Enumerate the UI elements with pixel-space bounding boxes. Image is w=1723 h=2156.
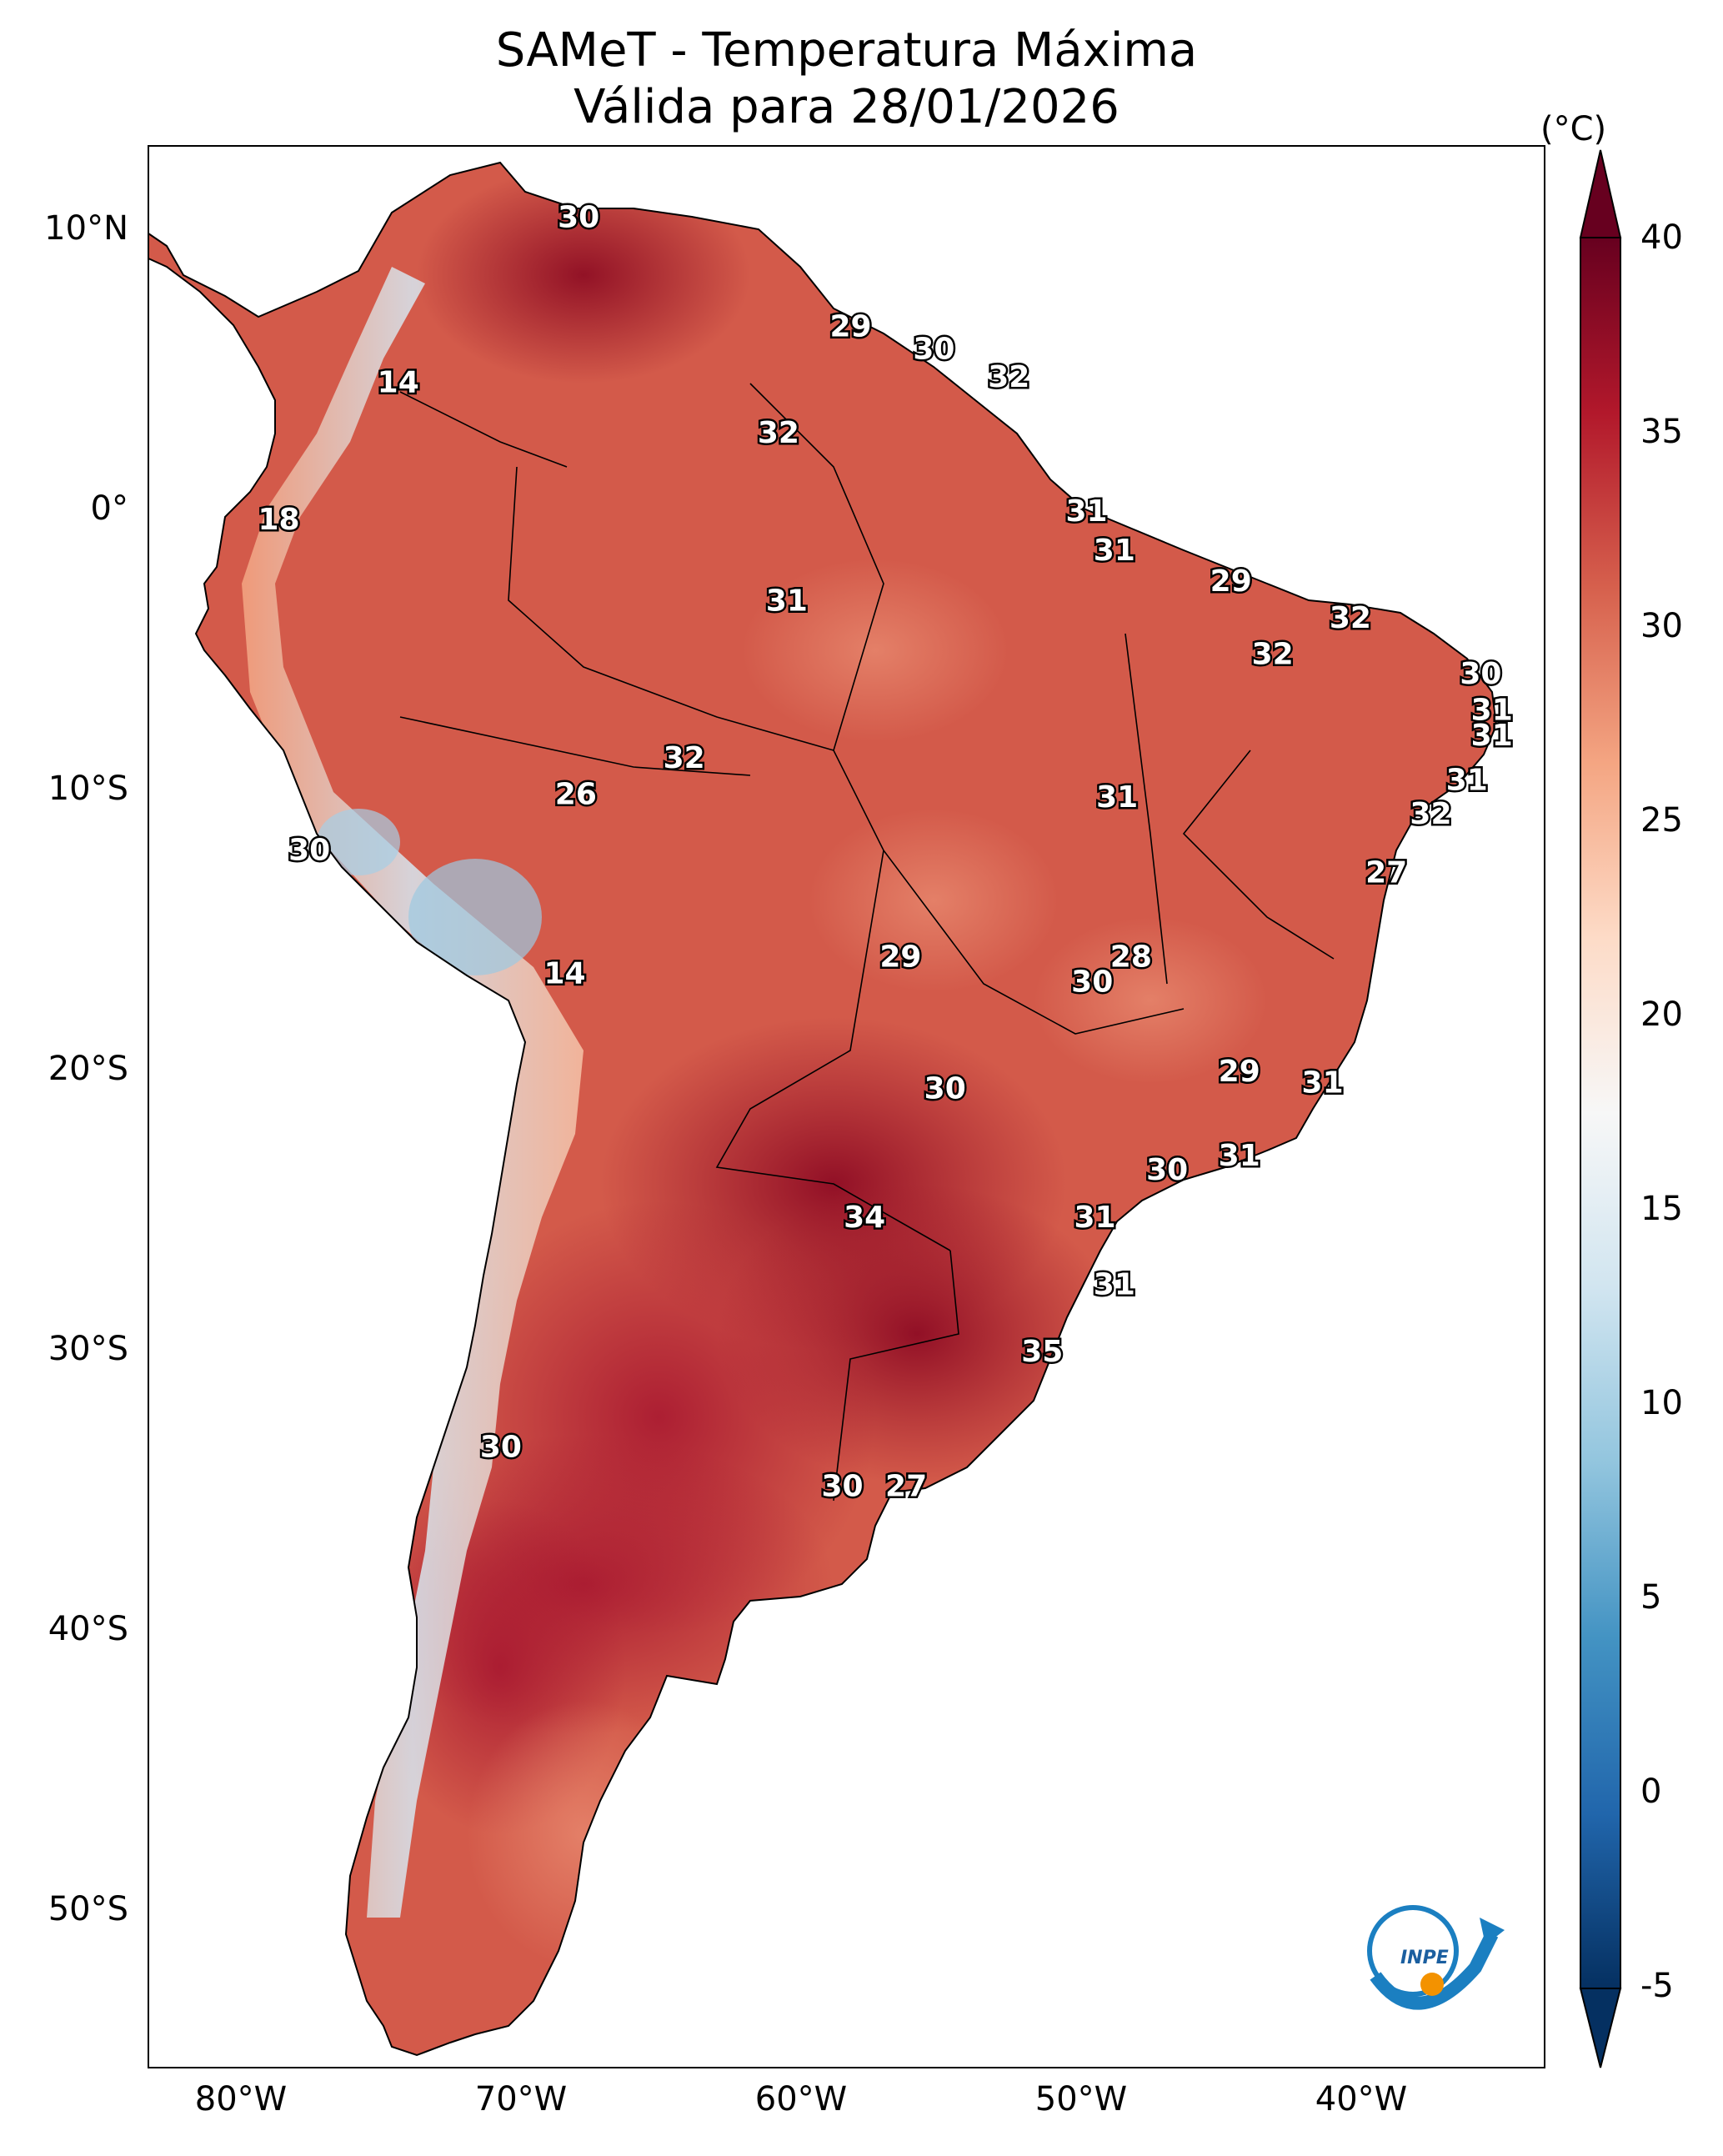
temperature-label: 31 xyxy=(1446,764,1488,798)
colorbar-tick: 15 xyxy=(1640,1190,1683,1228)
temperature-label: 30 xyxy=(1071,965,1113,1000)
colorbar-tick: 20 xyxy=(1640,995,1683,1034)
temperature-label: 32 xyxy=(758,416,799,450)
lon-tick-60w: 60°W xyxy=(754,2080,848,2118)
temperature-label: 30 xyxy=(558,200,599,234)
temperature-label: 29 xyxy=(1210,564,1252,599)
map-subtitle: Válida para 28/01/2026 xyxy=(573,80,1119,134)
temperature-label: 30 xyxy=(1460,657,1501,691)
temperature-label: 27 xyxy=(885,1469,927,1503)
temperature-label: 27 xyxy=(1365,856,1407,890)
colorbar-unit: (°C) xyxy=(1540,110,1607,148)
temperature-label: 31 xyxy=(1471,719,1513,753)
temperature-label: 14 xyxy=(378,366,419,400)
lat-tick-10s: 10°S xyxy=(48,770,128,808)
temperature-label: 30 xyxy=(913,332,954,366)
lat-tick-50s: 50°S xyxy=(48,1890,128,1928)
colorbar xyxy=(1579,149,1622,2068)
temperature-label: 30 xyxy=(288,834,330,868)
temperature-label: 18 xyxy=(258,503,299,537)
lon-tick-80w: 80°W xyxy=(194,2080,288,2118)
land-temperature-field xyxy=(148,163,1496,2055)
temperature-label: 30 xyxy=(480,1430,522,1464)
colorbar-min-triangle xyxy=(1579,1988,1622,2068)
temperature-label: 30 xyxy=(1146,1153,1188,1187)
lat-tick-40s: 40°S xyxy=(48,1610,128,1648)
lon-tick-50w: 50°W xyxy=(1034,2080,1128,2118)
temperature-label: 28 xyxy=(1110,940,1152,974)
temperature-label: 32 xyxy=(1330,601,1371,635)
temperature-label: 30 xyxy=(924,1071,966,1106)
colorbar-gradient xyxy=(1580,237,1621,1989)
temperature-label: 14 xyxy=(543,957,585,991)
colorbar-tick: 10 xyxy=(1640,1384,1683,1422)
temperature-label: 26 xyxy=(555,778,597,812)
colorbar-tick: 30 xyxy=(1640,607,1683,645)
inpe-logo: INPE xyxy=(1367,1905,1505,2010)
colorbar-max-triangle xyxy=(1579,149,1622,238)
temperature-label: 32 xyxy=(1252,638,1294,672)
colorbar-tick: 35 xyxy=(1640,413,1683,451)
colorbar-tick: 40 xyxy=(1640,218,1683,257)
map-title: SAMeT - Temperatura Máxima xyxy=(495,23,1198,78)
temperature-label: 31 xyxy=(1065,494,1107,529)
temperature-label: 31 xyxy=(1219,1139,1260,1173)
political-borders xyxy=(399,383,1335,1502)
lon-tick-40w: 40°W xyxy=(1315,2080,1408,2118)
temperature-label: 34 xyxy=(844,1201,885,1235)
lat-tick-20s: 20°S xyxy=(48,1050,128,1088)
colorbar-tick: -5 xyxy=(1640,1967,1674,2005)
temperature-label: 31 xyxy=(766,584,808,619)
temperature-label: 31 xyxy=(1094,534,1135,568)
temperature-label: 29 xyxy=(1219,1055,1260,1089)
temperature-label: 32 xyxy=(1410,797,1451,831)
temperature-label: 35 xyxy=(1021,1335,1063,1369)
temperature-label: 31 xyxy=(1471,694,1513,728)
temperature-label: 30 xyxy=(821,1469,863,1503)
colorbar-tick: 25 xyxy=(1640,801,1683,840)
lon-tick-70w: 70°W xyxy=(474,2080,568,2118)
temperature-label: 31 xyxy=(1094,1268,1135,1302)
colorbar-tick: 5 xyxy=(1640,1578,1662,1617)
colorbar-tick: 0 xyxy=(1640,1772,1662,1811)
temperature-label: 32 xyxy=(664,741,705,775)
temperature-label: 31 xyxy=(1302,1066,1344,1101)
lat-tick-0: 0° xyxy=(90,489,128,528)
temperature-label: 29 xyxy=(829,309,871,343)
temperature-label: 31 xyxy=(1074,1201,1115,1235)
temperature-label: 31 xyxy=(1096,780,1138,815)
lat-tick-10n: 10°N xyxy=(44,209,128,248)
temperature-label: 29 xyxy=(879,940,921,974)
temperature-label: 32 xyxy=(988,360,1029,394)
map-frame xyxy=(148,145,1545,2068)
inpe-logo-text: INPE xyxy=(1400,1948,1449,1968)
lat-tick-30s: 30°S xyxy=(48,1330,128,1368)
